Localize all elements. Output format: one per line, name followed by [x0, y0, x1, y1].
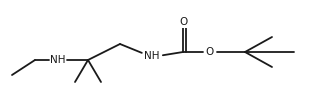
- Text: NH: NH: [144, 51, 160, 61]
- Text: NH: NH: [50, 55, 66, 65]
- Text: O: O: [179, 17, 187, 27]
- Text: O: O: [206, 47, 214, 57]
